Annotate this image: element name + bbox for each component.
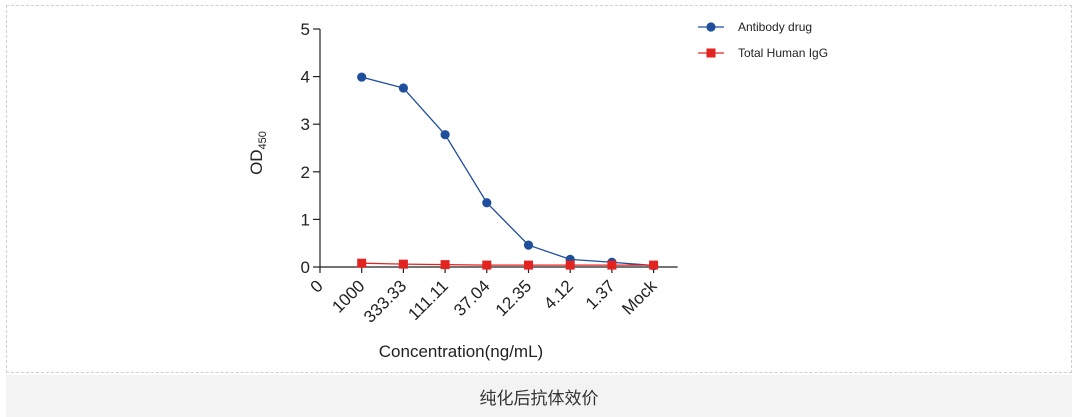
data-point-square	[357, 258, 367, 268]
y-axis-title-subscript: 450	[257, 131, 269, 149]
legend-label: Total Human IgG	[738, 46, 828, 60]
x-tick-label: 111.11	[404, 276, 452, 324]
data-point-square	[398, 259, 408, 269]
x-tick-label: 0	[307, 276, 327, 296]
y-axis-title: OD450	[247, 131, 269, 175]
y-tick-label: 1	[301, 210, 310, 229]
series-line-1	[361, 262, 654, 266]
legend-label: Antibody drug	[738, 20, 812, 34]
y-axis: 0 1 2 3 4 5	[301, 20, 321, 277]
figure-frame	[6, 5, 1072, 373]
y-tick-label: 5	[301, 20, 310, 39]
figure-caption: 纯化后抗体效价	[6, 375, 1072, 417]
y-tick-label: 3	[301, 115, 310, 134]
data-point-square	[440, 260, 450, 270]
data-point-circle	[398, 83, 408, 93]
y-tick-label: 0	[301, 258, 310, 277]
x-tick-label: 1.37	[582, 276, 619, 313]
data-point-circle	[357, 72, 367, 82]
series-line-0	[361, 76, 654, 267]
x-tick-label: Mock	[618, 276, 661, 319]
x-tick-label: 333.33	[360, 276, 410, 326]
data-point-circle	[523, 240, 534, 250]
y-tick-label: 2	[301, 163, 310, 182]
x-tick-label: 37.04	[450, 276, 494, 320]
data-point-square	[524, 260, 533, 270]
data-point-circle	[440, 130, 450, 140]
y-tick-label: 4	[301, 68, 310, 87]
x-axis-title: Concentration(ng/mL)	[379, 342, 543, 361]
legend-marker-circle	[706, 22, 716, 32]
data-point-square	[565, 260, 575, 270]
y-axis-title-main: OD	[247, 149, 266, 175]
data-point-square	[607, 260, 617, 270]
data-point-circle	[482, 198, 492, 208]
x-tick-label: 4.12	[540, 276, 577, 313]
series-layer	[357, 72, 659, 271]
x-tick-label: 12.35	[492, 276, 536, 320]
legend: Antibody drug Total Human IgG	[698, 20, 828, 60]
data-point-square	[482, 260, 492, 270]
data-point-square	[649, 260, 659, 270]
legend-marker-square	[706, 48, 716, 58]
